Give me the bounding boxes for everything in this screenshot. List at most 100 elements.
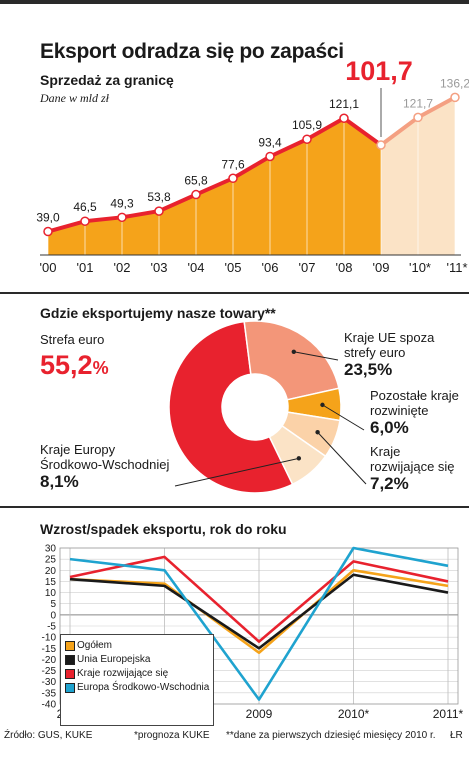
plot-frame <box>59 547 459 705</box>
legend-text: Ogółem <box>77 640 113 651</box>
y-tick-label: -30 <box>42 677 57 688</box>
x-tick-label: '01 <box>77 260 94 275</box>
x-tick-label: 2009 <box>246 707 273 721</box>
series-line <box>69 546 449 701</box>
value-label: 39,0 <box>36 211 60 225</box>
x-tick-label: '08 <box>336 260 353 275</box>
y-tick-label: 5 <box>50 599 56 610</box>
y-tick-label: -35 <box>42 688 57 699</box>
label-ue-spoza-line2: strefy euro <box>344 345 406 360</box>
series-line <box>69 568 449 655</box>
label-strefa-euro: Strefa euro <box>40 332 105 347</box>
y-tick-label: 0 <box>50 610 56 621</box>
y-tick-label: -20 <box>42 655 57 666</box>
section-divider-1 <box>0 292 469 294</box>
value-label: 77,6 <box>221 157 245 171</box>
y-tick-label: 30 <box>45 544 57 555</box>
legend-swatch <box>65 655 75 665</box>
chart2-title: Gdzie eksportujemy nasze towary** <box>40 305 276 321</box>
value-label: 101,7 <box>345 56 413 86</box>
data-point <box>80 216 90 226</box>
x-tick-label: '03 <box>151 260 168 275</box>
data-point <box>154 206 164 216</box>
value-label: 121,1 <box>329 97 359 111</box>
series-line <box>69 573 449 650</box>
label-cee: Kraje Europy Środkowo-Wschodniej <box>40 442 169 472</box>
label-cee-line2: Środkowo-Wschodniej <box>40 457 170 472</box>
data-point <box>117 212 127 223</box>
footer-note-forecast: *prognoza KUKE <box>134 730 210 741</box>
footer-source: Źródło: GUS, KUKE <box>4 730 93 741</box>
value-pozostale: 6,0% <box>370 418 409 437</box>
data-point <box>265 151 275 162</box>
data-point <box>43 226 53 237</box>
value-label: 49,3 <box>110 196 134 210</box>
y-tick-label: -5 <box>47 622 56 633</box>
donut-slice <box>243 320 340 401</box>
y-tick-label: 20 <box>45 566 57 577</box>
y-tick-label: 25 <box>45 555 57 566</box>
value-strefa-euro-number: 55,2 <box>40 350 93 380</box>
legend-swatch <box>65 669 75 679</box>
label-pozostale-line2: rozwinięte <box>370 403 429 418</box>
series-line-actual <box>47 115 383 234</box>
data-point <box>376 140 386 150</box>
section-divider-2 <box>0 506 469 508</box>
x-tick-label: '05 <box>225 260 242 275</box>
footer-author: ŁR <box>450 730 463 741</box>
y-tick-label: -40 <box>42 700 57 711</box>
pointer-cee <box>174 457 299 487</box>
value-label: 65,8 <box>184 174 208 188</box>
legend-text: Kraje rozwijające się <box>77 668 169 679</box>
pointer-ue-spoza <box>293 351 339 361</box>
x-tick-label: 2010* <box>338 707 370 721</box>
data-point <box>191 189 201 200</box>
chart3-title: Wzrost/spadek eksportu, rok do roku <box>40 521 287 537</box>
chart3-legend: Ogółem Unia Europejska Kraje rozwijające… <box>60 634 214 726</box>
y-tick-label: -25 <box>42 666 57 677</box>
label-ue-spoza: Kraje UE spoza strefy euro <box>344 330 434 360</box>
donut-slice <box>168 320 294 494</box>
pointer-rozwijajace <box>317 431 367 485</box>
label-rozwijajace-line2: rozwijające się <box>370 459 455 474</box>
y-tick-label: -10 <box>42 633 57 644</box>
yoy-line-chart: 302520151050-5-10-15-20-25-30-35-4020072… <box>42 544 464 722</box>
value-strefa-euro: 55,2% <box>40 350 109 381</box>
series-line <box>69 555 449 643</box>
page-title: Eksport odradza się po zapaści <box>40 40 344 63</box>
data-point <box>413 112 423 123</box>
data-point <box>450 92 460 103</box>
label-rozwijajace-line1: Kraje <box>370 444 401 459</box>
x-tick-label: '06 <box>262 260 279 275</box>
donut-slice <box>268 424 327 486</box>
value-label: 105,9 <box>292 118 322 132</box>
label-cee-line1: Kraje Europy <box>40 442 116 457</box>
label-pozostale: Pozostałe kraje rozwinięte <box>370 388 459 418</box>
pointer-pozostale <box>322 404 365 431</box>
value-ue-spoza: 23,5% <box>344 360 393 379</box>
value-label: 121,7 <box>403 96 433 110</box>
label-ue-spoza-line1: Kraje UE spoza <box>344 330 435 345</box>
x-tick-label: '07 <box>299 260 316 275</box>
legend-text: Unia Europejska <box>77 654 151 665</box>
y-tick-label: -15 <box>42 644 57 655</box>
x-tick-label: 2011* <box>433 707 464 721</box>
value-rozwijajace: 7,2% <box>370 474 409 493</box>
x-tick-label: '02 <box>114 260 131 275</box>
value-label: 46,5 <box>73 200 97 214</box>
data-point <box>228 173 238 184</box>
top-divider <box>0 0 469 4</box>
value-label: 136,2 <box>440 76 469 90</box>
x-tick-label: '11* <box>446 260 467 275</box>
legend-swatch <box>65 683 75 693</box>
data-point <box>302 134 312 144</box>
value-label: 53,8 <box>147 190 171 204</box>
x-tick-label: '10* <box>409 260 431 275</box>
value-label: 93,4 <box>258 135 282 149</box>
x-tick-label: '09 <box>373 260 390 275</box>
x-tick-label: '00 <box>40 260 57 275</box>
export-destination-donut <box>168 320 367 494</box>
y-tick-label: 15 <box>45 577 57 588</box>
value-cee: 8,1% <box>40 472 79 491</box>
export-area-chart: 39,0 '00 46,5 '01 49,3 '02 53,8 '03 65,8 '04 77,6 '… <box>36 56 469 275</box>
